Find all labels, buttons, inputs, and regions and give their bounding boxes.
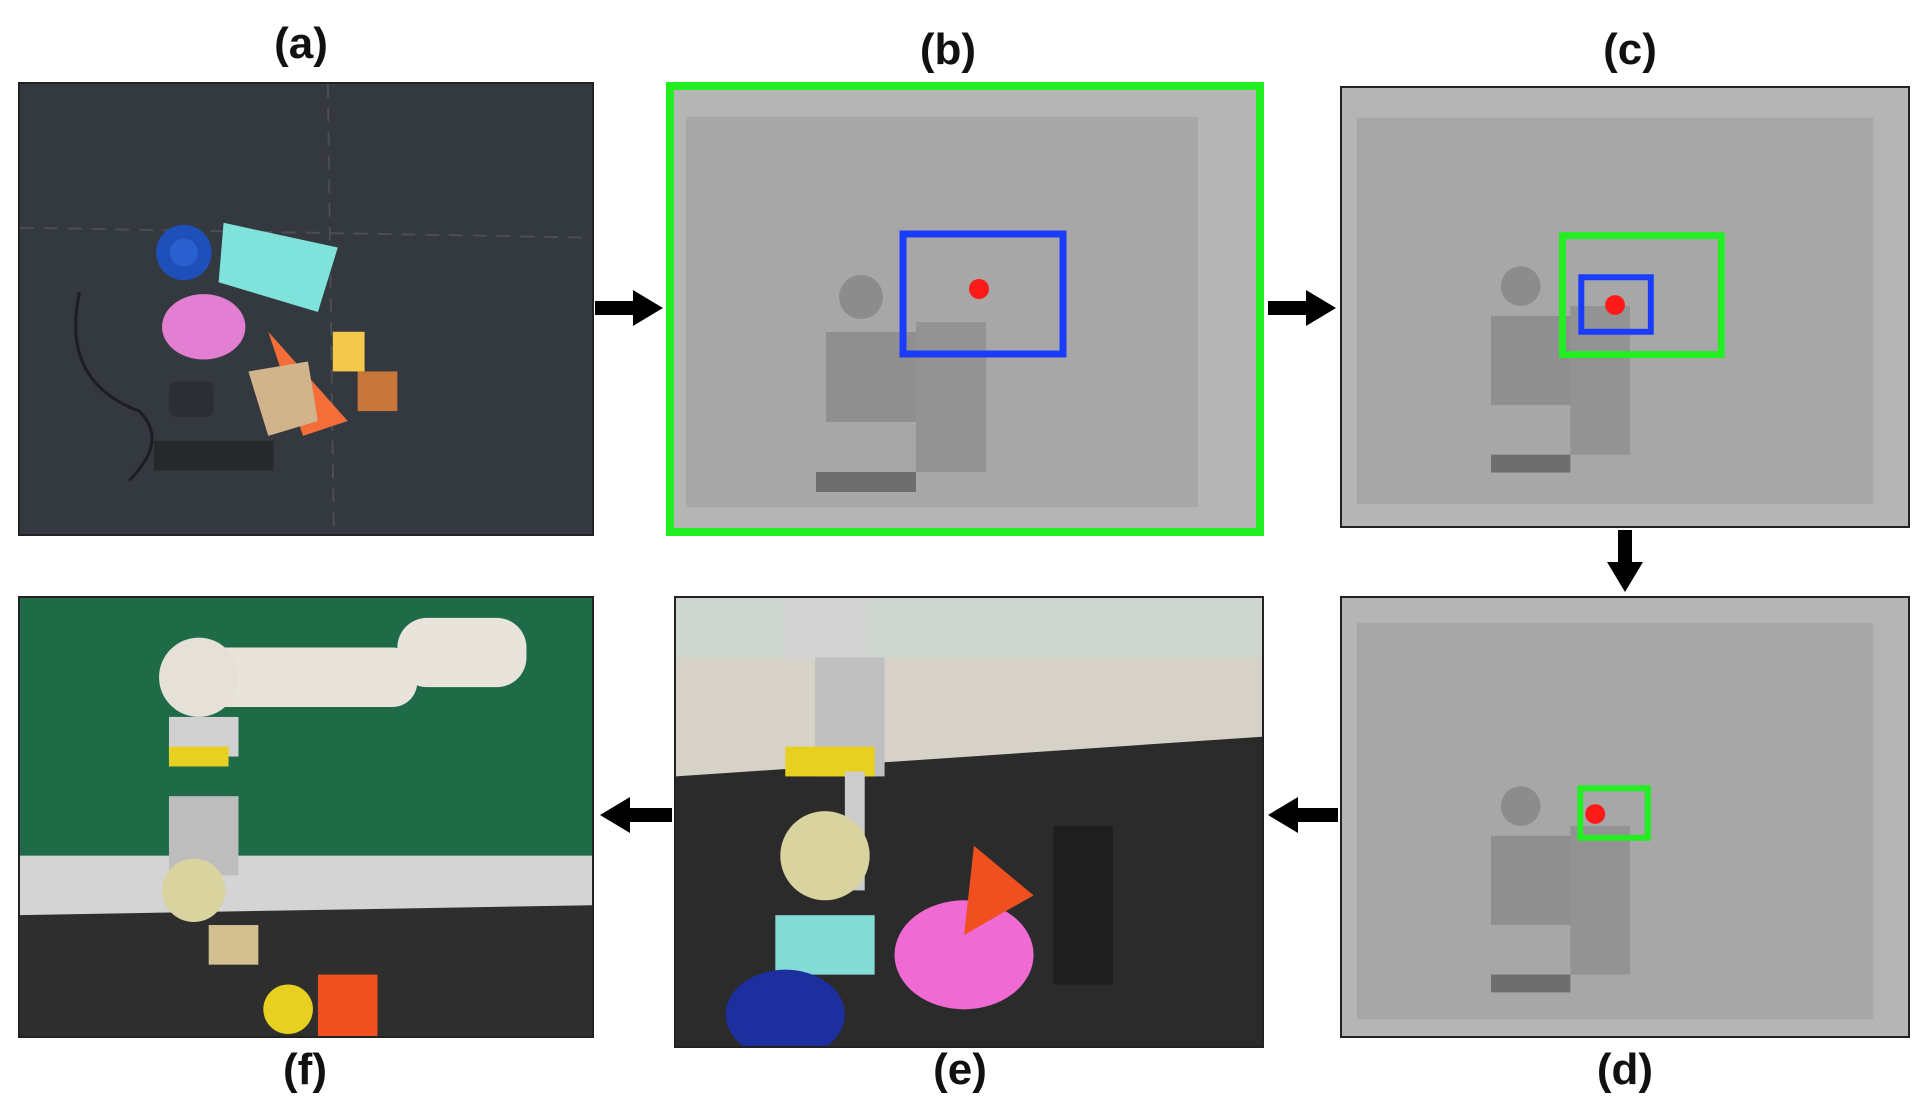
arrow-c-to-d (1607, 530, 1643, 592)
zoom-box-blue (1578, 274, 1654, 335)
search-box-outer (666, 82, 1264, 536)
arrow-b-to-c (1268, 290, 1336, 326)
label-a: (a) (274, 19, 328, 68)
panel-e-robot-grasp (674, 596, 1264, 1048)
label-b: (b) (919, 25, 977, 74)
arrow-e-to-f (600, 797, 672, 833)
label-f: (f) (283, 1045, 327, 1094)
arrow-a-to-b (595, 290, 663, 326)
arrow-d-to-e (1268, 797, 1338, 833)
panel-b-depth-full (666, 82, 1264, 536)
target-dot (969, 279, 989, 299)
label-c: (c) (1603, 25, 1657, 74)
panel-a-rgb-topview (18, 82, 594, 536)
target-dot (1585, 804, 1606, 824)
panel-f-robot-lift (18, 596, 594, 1038)
search-box-inner (899, 230, 1067, 358)
target-dot (1605, 295, 1625, 315)
zoom-box-green (1558, 232, 1725, 359)
label-e: (e) (933, 1045, 987, 1094)
label-d: (d) (1596, 1045, 1654, 1094)
panel-d-depth-final (1340, 596, 1910, 1038)
grasp-box-green (1577, 785, 1651, 841)
panel-c-depth-zoom (1340, 86, 1910, 528)
